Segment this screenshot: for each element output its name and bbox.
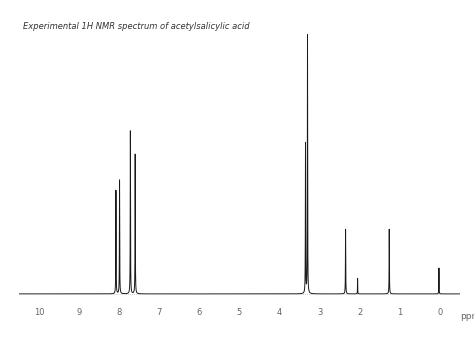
Text: Experimental 1H NMR spectrum of acetylsalicylic acid: Experimental 1H NMR spectrum of acetylsa… xyxy=(23,22,250,31)
Text: ppm: ppm xyxy=(460,312,474,321)
